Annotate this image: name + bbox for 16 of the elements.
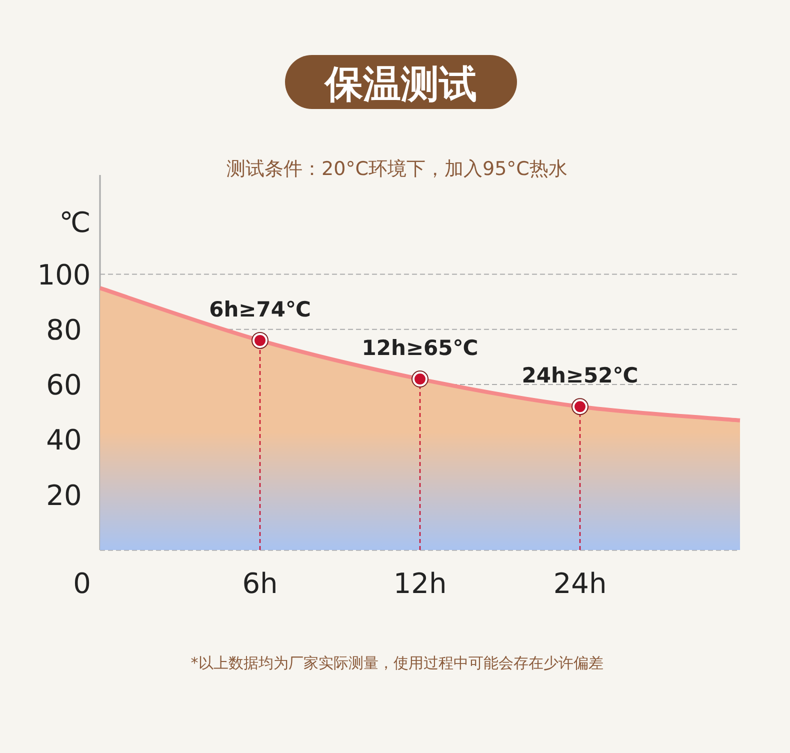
chart-subtitle: 测试条件：20°C环境下，加入95°C热水 bbox=[226, 158, 568, 180]
x-tick-label: 0 bbox=[73, 567, 91, 600]
annotation: 6h≥74℃ bbox=[209, 297, 311, 322]
annotation: 12h≥65℃ bbox=[362, 336, 478, 360]
annotation: 24h≥52℃ bbox=[522, 364, 638, 388]
y-axis-title: ℃ bbox=[59, 206, 91, 239]
x-tick-label: 6h bbox=[242, 567, 278, 600]
chart-title: 保温测试 bbox=[323, 62, 477, 106]
x-tick-label: 24h bbox=[553, 567, 607, 600]
x-tick-label: 12h bbox=[393, 567, 447, 600]
y-tick-label: 60 bbox=[46, 368, 82, 402]
y-tick-label: 20 bbox=[46, 478, 82, 512]
y-tick-label: 100 bbox=[37, 258, 91, 292]
y-tick-label: 40 bbox=[46, 424, 82, 457]
y-tick-label: 80 bbox=[46, 313, 82, 346]
text: *以上数据均为厂家实际测量，使用过程中可能会存在少许偏差 bbox=[190, 654, 604, 672]
